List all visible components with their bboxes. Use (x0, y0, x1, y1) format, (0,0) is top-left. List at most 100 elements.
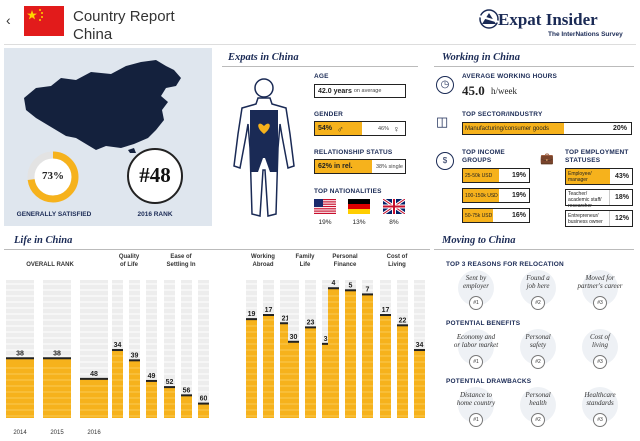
logo-subtitle: The InterNations Survey (548, 31, 623, 38)
chart-bar-cap (146, 379, 157, 382)
logo-name: Expat Insider (498, 10, 598, 29)
moving-item-line2: health (529, 399, 547, 407)
chart-bar (246, 319, 257, 418)
gender-box: 54% ♂ 46% ♀ (314, 121, 406, 136)
chart-bar-cap (263, 314, 274, 317)
chart-bar (164, 387, 175, 418)
income-value: 19% (511, 192, 526, 199)
chart-data-label: 17 (382, 307, 390, 314)
moving-item-line1: Cost of (589, 333, 611, 341)
moving-item: Found a job here (508, 274, 568, 290)
nationality-us-value: 19% (318, 219, 332, 226)
moving-item-line2: safety (529, 341, 547, 349)
chart-data-label: 60 (200, 396, 208, 403)
satisfaction-value: 73% (42, 170, 64, 182)
chart-bar (146, 380, 157, 418)
chart-data-label: 39 (131, 352, 139, 359)
chart-bar (328, 288, 339, 418)
dollar-icon: $ (436, 152, 454, 170)
chart-group-label: Cost of (387, 254, 409, 260)
chart-bar (345, 290, 356, 418)
rank-circle: #2 (531, 413, 545, 427)
rank-label: 2016 RANK (137, 211, 173, 218)
age-label: AGE (314, 73, 329, 80)
chart-bar-bg (129, 280, 140, 418)
chart-bar-cap (380, 314, 391, 317)
chart-bar (181, 395, 192, 418)
moving-item: Personal safety (508, 333, 568, 349)
income-value: 19% (511, 172, 526, 179)
chart-group-label-2: Living (388, 262, 406, 268)
chevron-left-icon[interactable]: ‹ (6, 12, 11, 28)
moving-item: Distance to home country (446, 391, 506, 407)
chart-bar-bg (164, 280, 175, 418)
moving-item-line1: Found a (526, 274, 550, 282)
chart-group-label: Ease of (170, 254, 192, 260)
back-button[interactable]: ‹ (6, 12, 11, 28)
chart-group-label-2: Finance (334, 262, 357, 268)
income-row: 100-150k USD 19% (462, 188, 530, 203)
moving-item-line2: living (592, 341, 608, 349)
chart-group-label: Quality (119, 254, 140, 260)
income-range: 50-75k USD (463, 209, 493, 222)
age-value: 42.0 years (318, 87, 352, 95)
moving-item: Moved for partner's career (570, 274, 630, 290)
chart-bar-cap (43, 357, 71, 360)
employment-row: Entrepreneur/ business owner 12% (565, 210, 633, 227)
chart-data-label: 49 (148, 373, 156, 380)
hours-label: AVERAGE WORKING HOURS (462, 73, 558, 80)
chart-data-label: 38 (53, 350, 61, 357)
chart-bar-cap (305, 326, 316, 329)
chart-year-label: 2015 (50, 430, 64, 436)
income-row: 50-75k USD 16% (462, 208, 530, 223)
chart-bar-cap (288, 340, 299, 343)
chart-group-label: Working (251, 254, 275, 260)
chart-data-label: 31 (324, 336, 332, 343)
chart-bar (322, 343, 333, 418)
employment-value: 12% (614, 215, 629, 222)
chart-data-label: 21 (282, 315, 290, 322)
satisfaction-donut (24, 148, 82, 211)
reasons-label: TOP 3 REASONS FOR RELOCATION (446, 261, 564, 268)
chart-bar (414, 350, 425, 418)
employment-label-2: STATUSES (565, 157, 601, 164)
employment-status-2: academic staff/ researcher (568, 197, 602, 209)
moving-section-title: Moving to China (442, 235, 516, 246)
moving-item-line2: home country (456, 399, 496, 407)
chart-bar-cap (80, 377, 108, 380)
employment-status: Entrepreneur/ (568, 213, 599, 219)
chart-group-label: OVERALL RANK (26, 262, 74, 268)
moving-item-line2: standards (586, 399, 614, 407)
drawbacks-label: POTENTIAL DRAWBACKS (446, 378, 532, 385)
income-range: 100-150k USD (463, 189, 499, 202)
chart-data-label: 7 (366, 286, 370, 293)
factory-icon: ◫ (436, 114, 449, 129)
chart-bar-cap (112, 349, 123, 352)
chart-group-label: Personal (332, 254, 358, 260)
employment-value: 18% (614, 194, 629, 201)
chart-data-label: 22 (399, 317, 407, 324)
chart-data-label: 17 (265, 307, 273, 314)
chart-bar (129, 360, 140, 418)
chart-bar (112, 350, 123, 418)
moving-item-line1: Personal (525, 391, 551, 399)
age-suffix: on average (353, 88, 382, 94)
moving-item: Personal health (508, 391, 568, 407)
chart-group-label-2: of Life (120, 262, 139, 268)
chart-group-label-2: Abroad (253, 262, 274, 268)
chart-bar (263, 315, 274, 418)
sector-label: TOP SECTOR/INDUSTRY (462, 111, 543, 118)
page-title: Country Report (73, 8, 175, 25)
chart-group-label-2: Settling In (167, 262, 196, 268)
briefcase-icon: 💼 (540, 153, 554, 165)
gender-label: GENDER (314, 111, 344, 118)
rank-badge (127, 148, 183, 204)
chart-bar (280, 323, 291, 418)
chart-bar-cap (328, 287, 339, 290)
chart-bar-cap (129, 359, 140, 362)
rank-circle: #3 (593, 296, 607, 310)
moving-item-line1: Personal (525, 333, 551, 341)
income-value: 16% (511, 212, 526, 219)
chart-bar (6, 358, 34, 418)
chart-group-label: Family (295, 254, 315, 260)
